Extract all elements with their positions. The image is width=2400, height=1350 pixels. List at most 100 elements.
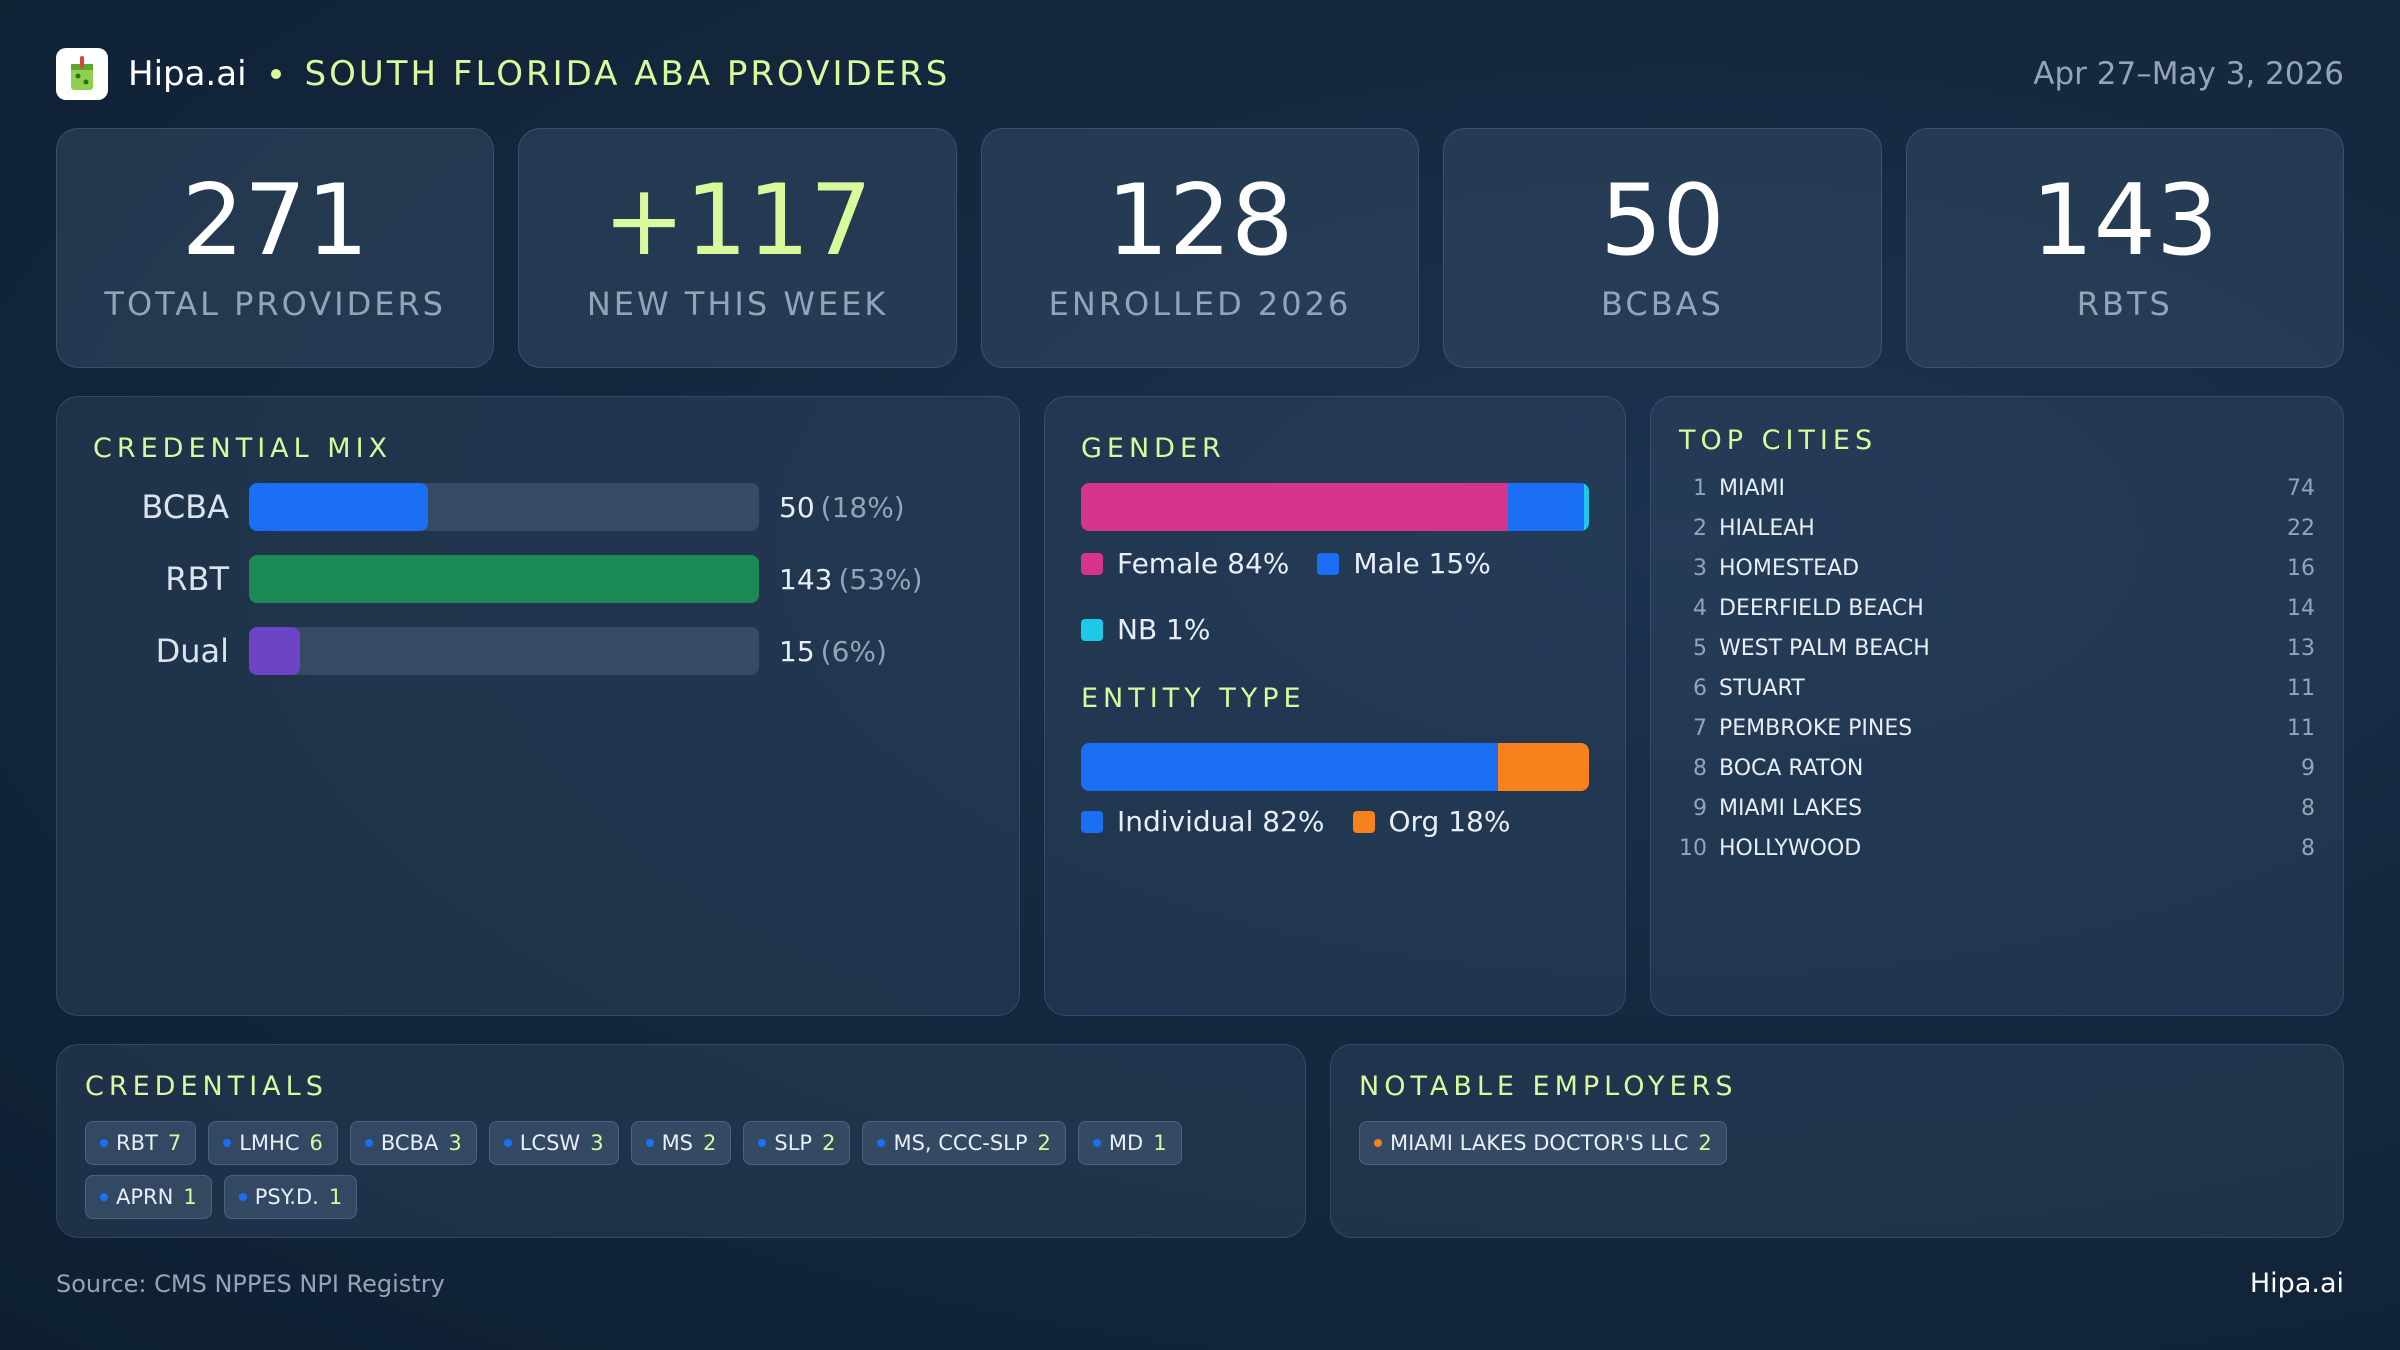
kpi-value: 271 <box>181 164 369 278</box>
mix-count: 50 <box>779 490 815 524</box>
chip: PSY.D. 1 <box>223 1175 358 1219</box>
credential-chips: RBT 7 LMHC 6 BCBA 3 LCSW 3 MS 2 SLP 2 MS, CCC-SLP 2 MD… <box>85 1121 1285 1219</box>
city-rank: 10 <box>1679 835 1707 861</box>
panel-title: CREDENTIALS <box>85 1071 328 1102</box>
mix-bar-fill <box>249 555 759 603</box>
city-count: 22 <box>2287 515 2315 541</box>
legend-swatch <box>1081 552 1103 575</box>
kpi-label: BCBAS <box>1600 285 1724 323</box>
entity-segment-org <box>1497 743 1589 791</box>
panel-title: CREDENTIAL MIX <box>93 433 393 464</box>
mix-percent: (53%) <box>838 562 923 596</box>
gender-stacked-bar <box>1081 483 1589 531</box>
chip-count: 6 <box>309 1131 323 1155</box>
chip: RBT 7 <box>85 1121 197 1165</box>
chip: MIAMI LAKES DOCTOR'S LLC 2 <box>1359 1121 1727 1165</box>
mix-label: BCBA <box>141 488 229 526</box>
kpi-value: 50 <box>1600 164 1725 278</box>
kpi-card-rbts: 143 RBTS <box>1905 128 2345 368</box>
city-name: PEMBROKE PINES <box>1719 715 1913 741</box>
mix-count: 15 <box>779 634 815 668</box>
city-count: 11 <box>2287 715 2315 741</box>
chip-dot <box>364 1139 373 1147</box>
chip-dot <box>877 1139 886 1147</box>
city-row: 8 BOCA RATON 9 <box>1679 749 2315 787</box>
chip-dot <box>503 1139 512 1147</box>
city-row: 10 HOLLYWOOD 8 <box>1679 829 2315 867</box>
city-name: HOMESTEAD <box>1719 555 1860 581</box>
credential-mix-panel: CREDENTIAL MIX BCBA 50 (18%) RBT 143 (53%)… <box>56 396 1020 1016</box>
top-cities-panel: TOP CITIES 1 MIAMI 74 2 HIALEAH 22 3 HOMESTEAD 1… <box>1650 396 2344 1016</box>
legend-nb: NB 1% <box>1081 613 1210 646</box>
legend-label: NB 1% <box>1117 613 1211 646</box>
chip: APRN 1 <box>85 1175 212 1219</box>
legend-org: Org 18% <box>1352 805 1511 838</box>
employer-chips: MIAMI LAKES DOCTOR'S LLC 2 <box>1359 1121 2323 1165</box>
chip-label: RBT <box>116 1131 158 1155</box>
chip-dot <box>100 1139 108 1147</box>
chip-label: MIAMI LAKES DOCTOR'S LLC <box>1390 1131 1689 1155</box>
entity-stacked-bar <box>1081 743 1589 791</box>
gender-legend-row-2: NB 1% <box>1081 613 1238 646</box>
kpi-card-enrolled-2026: 128 ENROLLED 2026 <box>980 128 1420 368</box>
city-count: 8 <box>2301 795 2315 821</box>
city-row: 2 HIALEAH 22 <box>1679 509 2315 547</box>
mix-row-rbt: RBT 143 (53%) <box>93 555 973 603</box>
chip-count: 2 <box>1037 1131 1051 1155</box>
chip-label: PSY.D. <box>254 1185 319 1209</box>
panel-title: NOTABLE EMPLOYERS <box>1359 1071 1738 1102</box>
chip: BCBA 3 <box>349 1121 477 1165</box>
chip-count: 7 <box>167 1131 182 1155</box>
chip-label: MS <box>661 1131 694 1155</box>
mix-bar-track <box>249 627 759 675</box>
city-name: DEERFIELD BEACH <box>1719 595 1924 621</box>
title-separator <box>270 69 281 79</box>
chip: LMHC 6 <box>208 1121 338 1165</box>
city-row: 3 HOMESTEAD 16 <box>1679 549 2315 587</box>
chip-count: 1 <box>1153 1131 1167 1155</box>
city-rank: 5 <box>1693 635 1707 661</box>
mix-bar-fill <box>249 627 300 675</box>
city-count: 16 <box>2287 555 2315 581</box>
city-rank: 2 <box>1693 515 1707 541</box>
chip-count: 1 <box>183 1185 197 1209</box>
kpi-value: 128 <box>1106 164 1294 278</box>
mix-label: RBT <box>165 560 229 598</box>
city-name: BOCA RATON <box>1719 755 1864 781</box>
chip-count: 3 <box>590 1131 604 1155</box>
chip-label: APRN <box>116 1185 174 1209</box>
chip: LCSW 3 <box>488 1121 619 1165</box>
legend-label: Male 15% <box>1353 547 1491 580</box>
header: Hipa.ai SOUTH FLORIDA ABA PROVIDERS Apr … <box>56 46 2344 102</box>
city-row: 5 WEST PALM BEACH 13 <box>1679 629 2315 667</box>
city-count: 14 <box>2287 595 2315 621</box>
legend-label: Individual 82% <box>1117 805 1325 838</box>
city-rank: 9 <box>1693 795 1707 821</box>
gender-segment-nb <box>1583 483 1589 531</box>
city-rank: 4 <box>1693 595 1707 621</box>
kpi-value: 143 <box>2031 164 2219 278</box>
mix-row-dual: Dual 15 (6%) <box>93 627 973 675</box>
gender-legend: Female 84% Male 15% <box>1081 547 1519 580</box>
chip-label: LMHC <box>239 1131 300 1155</box>
kpi-label: NEW THIS WEEK <box>586 285 889 323</box>
legend-label: Org 18% <box>1388 805 1511 838</box>
chip: MD 1 <box>1077 1121 1182 1165</box>
gender-segment-male <box>1507 483 1584 531</box>
gender-title: GENDER <box>1081 433 1226 464</box>
city-count: 74 <box>2287 475 2315 501</box>
mix-bar-fill <box>249 483 428 531</box>
city-count: 13 <box>2287 635 2315 661</box>
gender-segment-female <box>1081 483 1508 531</box>
legend-swatch <box>1081 618 1103 641</box>
city-row: 6 STUART 11 <box>1679 669 2315 707</box>
legend-individual: Individual 82% <box>1081 805 1325 838</box>
footer-brand: Hipa.ai <box>2249 1268 2344 1299</box>
mix-value: 15 (6%) <box>779 635 887 668</box>
kpi-label: ENROLLED 2026 <box>1048 285 1352 323</box>
mix-value: 143 (53%) <box>779 563 923 596</box>
mix-bar-track <box>249 483 759 531</box>
chip-count: 1 <box>328 1185 343 1209</box>
kpi-value: +117 <box>603 164 873 278</box>
legend-female: Female 84% <box>1081 547 1289 580</box>
